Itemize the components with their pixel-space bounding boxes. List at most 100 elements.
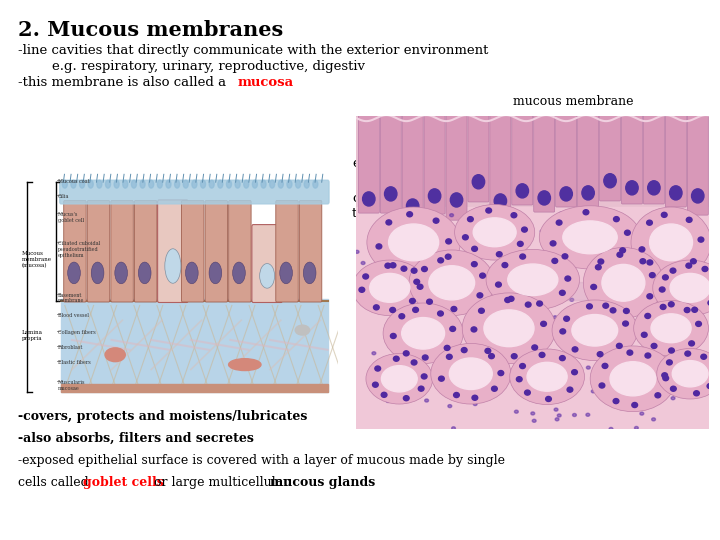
Ellipse shape [572, 314, 618, 346]
Ellipse shape [389, 219, 392, 222]
Ellipse shape [407, 212, 413, 217]
Ellipse shape [217, 180, 223, 188]
Ellipse shape [692, 307, 698, 312]
Ellipse shape [122, 180, 127, 188]
Ellipse shape [586, 413, 590, 416]
Ellipse shape [505, 263, 509, 266]
Ellipse shape [390, 307, 395, 313]
FancyBboxPatch shape [577, 115, 598, 208]
Ellipse shape [525, 390, 531, 395]
Ellipse shape [370, 237, 374, 239]
FancyBboxPatch shape [512, 115, 533, 205]
Ellipse shape [553, 285, 557, 287]
FancyBboxPatch shape [252, 225, 282, 302]
Ellipse shape [485, 348, 491, 353]
Ellipse shape [484, 310, 534, 347]
Ellipse shape [88, 180, 93, 188]
FancyBboxPatch shape [87, 200, 109, 302]
Ellipse shape [438, 376, 444, 381]
Ellipse shape [421, 374, 427, 379]
Ellipse shape [521, 258, 525, 261]
Ellipse shape [526, 332, 529, 335]
Ellipse shape [400, 383, 405, 387]
Ellipse shape [566, 294, 570, 297]
Ellipse shape [651, 343, 657, 348]
Ellipse shape [382, 366, 417, 392]
Ellipse shape [389, 224, 438, 261]
Ellipse shape [663, 376, 669, 381]
Text: connective
tissue: connective tissue [352, 192, 424, 220]
Ellipse shape [707, 383, 713, 389]
Ellipse shape [561, 376, 564, 380]
Ellipse shape [428, 189, 441, 203]
Ellipse shape [427, 241, 431, 244]
Ellipse shape [660, 299, 664, 302]
Ellipse shape [572, 347, 578, 352]
Ellipse shape [570, 298, 574, 301]
Ellipse shape [390, 263, 396, 268]
Ellipse shape [553, 399, 557, 402]
Ellipse shape [226, 180, 232, 188]
Ellipse shape [469, 235, 473, 238]
Ellipse shape [411, 360, 417, 365]
Ellipse shape [228, 359, 261, 370]
Ellipse shape [499, 228, 503, 232]
Ellipse shape [508, 264, 558, 295]
Ellipse shape [508, 296, 514, 301]
Ellipse shape [532, 419, 536, 422]
Ellipse shape [489, 354, 495, 359]
Ellipse shape [441, 266, 444, 269]
Ellipse shape [655, 393, 661, 398]
Ellipse shape [693, 391, 699, 396]
FancyBboxPatch shape [359, 115, 379, 213]
Ellipse shape [477, 261, 480, 264]
Ellipse shape [670, 273, 710, 302]
Ellipse shape [392, 338, 395, 341]
Ellipse shape [464, 353, 467, 356]
Text: e.g. respiratory, urinary, reproductive, digestiv: e.g. respiratory, urinary, reproductive,… [18, 60, 365, 73]
FancyBboxPatch shape [380, 115, 401, 213]
Ellipse shape [401, 266, 407, 271]
Ellipse shape [647, 392, 651, 395]
Ellipse shape [516, 184, 528, 198]
Ellipse shape [407, 199, 419, 213]
Ellipse shape [411, 268, 417, 273]
Ellipse shape [403, 396, 409, 401]
Ellipse shape [520, 254, 526, 259]
Ellipse shape [544, 356, 548, 359]
Text: 2. Mucous membranes: 2. Mucous membranes [18, 20, 283, 40]
Ellipse shape [642, 332, 647, 338]
Ellipse shape [363, 192, 375, 206]
Text: Fibroblast: Fibroblast [58, 345, 83, 350]
Ellipse shape [696, 321, 701, 326]
Ellipse shape [632, 402, 637, 408]
Ellipse shape [511, 354, 517, 359]
Text: -line cavities that directly communicate with the exterior environment: -line cavities that directly communicate… [18, 44, 488, 57]
Ellipse shape [645, 353, 651, 358]
Ellipse shape [590, 346, 675, 411]
Ellipse shape [695, 249, 699, 252]
Text: mucosa: mucosa [238, 76, 294, 89]
Ellipse shape [531, 412, 535, 415]
Ellipse shape [610, 308, 616, 313]
Ellipse shape [303, 262, 316, 284]
Ellipse shape [410, 240, 413, 243]
Ellipse shape [473, 218, 516, 247]
Ellipse shape [598, 259, 603, 264]
Ellipse shape [278, 180, 283, 188]
Ellipse shape [91, 262, 104, 284]
Ellipse shape [640, 259, 646, 264]
Ellipse shape [472, 395, 477, 400]
Text: -also absorbs, filters and secretes: -also absorbs, filters and secretes [18, 432, 254, 445]
Ellipse shape [449, 358, 492, 389]
FancyBboxPatch shape [468, 115, 489, 202]
Ellipse shape [79, 180, 84, 188]
Ellipse shape [438, 258, 444, 263]
Ellipse shape [478, 306, 482, 308]
Ellipse shape [686, 217, 692, 222]
FancyBboxPatch shape [446, 115, 467, 220]
Ellipse shape [418, 386, 424, 391]
Ellipse shape [649, 273, 655, 278]
Ellipse shape [701, 354, 706, 359]
Ellipse shape [114, 180, 119, 188]
